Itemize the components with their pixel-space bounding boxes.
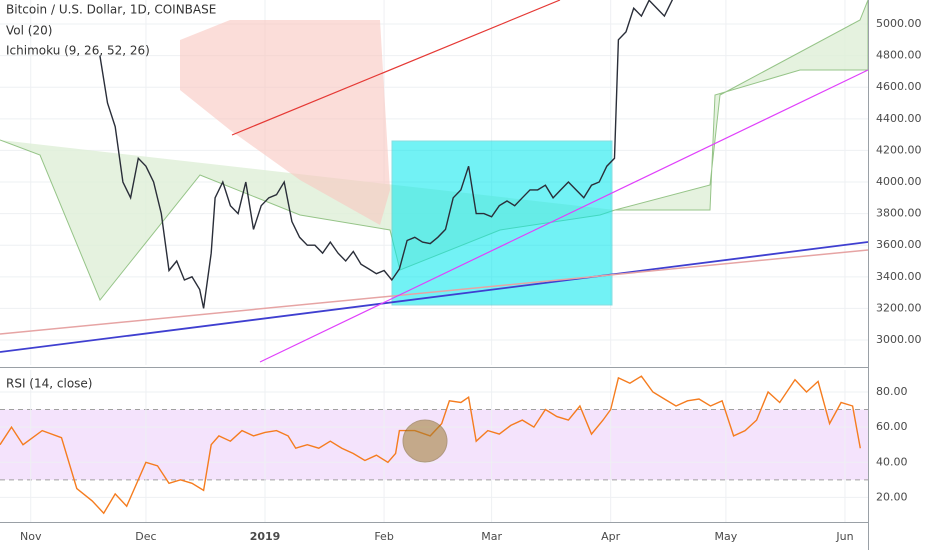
- chart-title: Bitcoin / U.S. Dollar, 1D, COINBASE: [6, 3, 216, 17]
- y-tick-label: 4000.00: [876, 175, 922, 188]
- x-tick-label: Apr: [601, 530, 621, 543]
- y-tick-label: 3800.00: [876, 207, 922, 220]
- series-line: [0, 375, 861, 515]
- x-tick-label: Nov: [20, 530, 42, 543]
- y-tick-label: 40.00: [876, 455, 908, 468]
- ichimoku-cloud: [180, 20, 390, 225]
- x-tick-label: 2019: [250, 530, 281, 543]
- highlight-box: [391, 140, 613, 306]
- trend-line: [231, 0, 561, 136]
- y-tick-label: 3000.00: [876, 333, 922, 346]
- y-tick-label: 4200.00: [876, 143, 922, 156]
- y-tick-label: 60.00: [876, 420, 908, 433]
- y-tick-label: 20.00: [876, 490, 908, 503]
- trend-line: [259, 69, 868, 363]
- y-tick-label: 3200.00: [876, 301, 922, 314]
- x-tick-label: May: [715, 530, 738, 543]
- y-tick-label: 3600.00: [876, 238, 922, 251]
- x-tick-label: Jun: [835, 530, 853, 543]
- y-tick-label: 80.00: [876, 385, 908, 398]
- y-tick-label: 3400.00: [876, 270, 922, 283]
- x-tick-label: Mar: [481, 530, 502, 543]
- y-tick-label: 5000.00: [876, 17, 922, 30]
- rsi-title: RSI (14, close): [6, 377, 92, 391]
- trend-line: [0, 241, 868, 353]
- y-tick-label: 4800.00: [876, 49, 922, 62]
- indicator-label: Ichimoku (9, 26, 52, 26): [6, 44, 150, 58]
- trend-line: [0, 249, 868, 335]
- series-line: [99, 0, 674, 309]
- x-tick-label: Feb: [374, 530, 393, 543]
- x-tick-label: Dec: [135, 530, 156, 543]
- y-tick-label: 4400.00: [876, 112, 922, 125]
- y-tick-label: 4600.00: [876, 80, 922, 93]
- marks: [0, 0, 861, 515]
- highlight-circle: [402, 419, 448, 463]
- indicator-label: Vol (20): [6, 24, 52, 38]
